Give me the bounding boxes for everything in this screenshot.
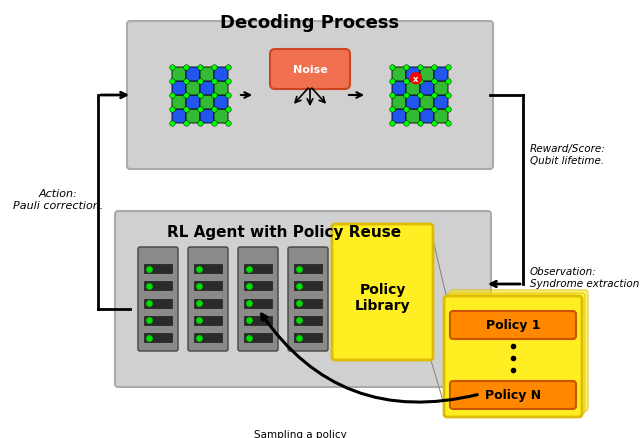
FancyBboxPatch shape — [447, 293, 585, 414]
FancyBboxPatch shape — [200, 82, 214, 96]
FancyBboxPatch shape — [172, 110, 186, 124]
FancyBboxPatch shape — [186, 68, 200, 82]
FancyBboxPatch shape — [270, 50, 350, 90]
FancyBboxPatch shape — [186, 110, 200, 124]
FancyBboxPatch shape — [200, 68, 214, 82]
Text: Sampling a policy
from the library.: Sampling a policy from the library. — [253, 429, 346, 438]
FancyBboxPatch shape — [172, 82, 186, 96]
Bar — [144, 265, 172, 274]
Text: RL Agent with Policy Reuse: RL Agent with Policy Reuse — [168, 225, 401, 240]
Bar — [294, 333, 322, 342]
Bar — [244, 282, 272, 291]
Bar — [194, 299, 222, 308]
FancyBboxPatch shape — [186, 96, 200, 110]
FancyBboxPatch shape — [420, 96, 434, 110]
Bar — [144, 316, 172, 325]
Circle shape — [410, 74, 422, 85]
FancyBboxPatch shape — [138, 247, 178, 351]
FancyBboxPatch shape — [406, 82, 420, 96]
Text: Reward/Score:
Qubit lifetime.: Reward/Score: Qubit lifetime. — [530, 144, 605, 166]
FancyBboxPatch shape — [200, 96, 214, 110]
Bar — [194, 316, 222, 325]
Text: Decoding Process: Decoding Process — [220, 14, 399, 32]
FancyBboxPatch shape — [188, 247, 228, 351]
FancyBboxPatch shape — [332, 225, 433, 360]
Bar — [294, 265, 322, 274]
Bar — [244, 299, 272, 308]
Bar — [144, 282, 172, 291]
FancyBboxPatch shape — [450, 290, 588, 411]
FancyBboxPatch shape — [444, 297, 582, 417]
FancyBboxPatch shape — [434, 82, 448, 96]
Text: Policy N: Policy N — [485, 389, 541, 402]
Bar — [194, 333, 222, 342]
Bar — [144, 333, 172, 342]
Text: Policy 1: Policy 1 — [486, 319, 540, 332]
FancyBboxPatch shape — [172, 68, 186, 82]
FancyBboxPatch shape — [450, 311, 576, 339]
FancyBboxPatch shape — [450, 381, 576, 409]
Bar — [244, 333, 272, 342]
FancyBboxPatch shape — [420, 68, 434, 82]
FancyBboxPatch shape — [434, 96, 448, 110]
FancyBboxPatch shape — [214, 82, 228, 96]
FancyBboxPatch shape — [392, 110, 406, 124]
Text: Action:
Pauli correction.: Action: Pauli correction. — [13, 189, 103, 210]
FancyBboxPatch shape — [406, 96, 420, 110]
Bar — [194, 265, 222, 274]
FancyBboxPatch shape — [172, 96, 186, 110]
Text: Observation:
Syndrome extraction.: Observation: Syndrome extraction. — [530, 267, 640, 288]
FancyBboxPatch shape — [392, 68, 406, 82]
Text: Policy
Library: Policy Library — [355, 282, 410, 312]
Text: Noise: Noise — [292, 65, 328, 75]
FancyBboxPatch shape — [214, 96, 228, 110]
FancyBboxPatch shape — [420, 110, 434, 124]
Bar — [294, 316, 322, 325]
FancyBboxPatch shape — [115, 212, 491, 387]
FancyBboxPatch shape — [406, 68, 420, 82]
FancyBboxPatch shape — [214, 110, 228, 124]
FancyBboxPatch shape — [200, 110, 214, 124]
FancyBboxPatch shape — [434, 110, 448, 124]
FancyBboxPatch shape — [392, 82, 406, 96]
Bar — [244, 316, 272, 325]
FancyBboxPatch shape — [420, 82, 434, 96]
Bar — [144, 299, 172, 308]
Text: x: x — [413, 74, 419, 84]
Bar — [244, 265, 272, 274]
Bar — [294, 282, 322, 291]
FancyBboxPatch shape — [288, 247, 328, 351]
Bar — [194, 282, 222, 291]
FancyBboxPatch shape — [392, 96, 406, 110]
FancyBboxPatch shape — [127, 22, 493, 170]
FancyBboxPatch shape — [434, 68, 448, 82]
FancyBboxPatch shape — [406, 110, 420, 124]
FancyBboxPatch shape — [214, 68, 228, 82]
FancyBboxPatch shape — [186, 82, 200, 96]
FancyBboxPatch shape — [238, 247, 278, 351]
Bar — [294, 299, 322, 308]
